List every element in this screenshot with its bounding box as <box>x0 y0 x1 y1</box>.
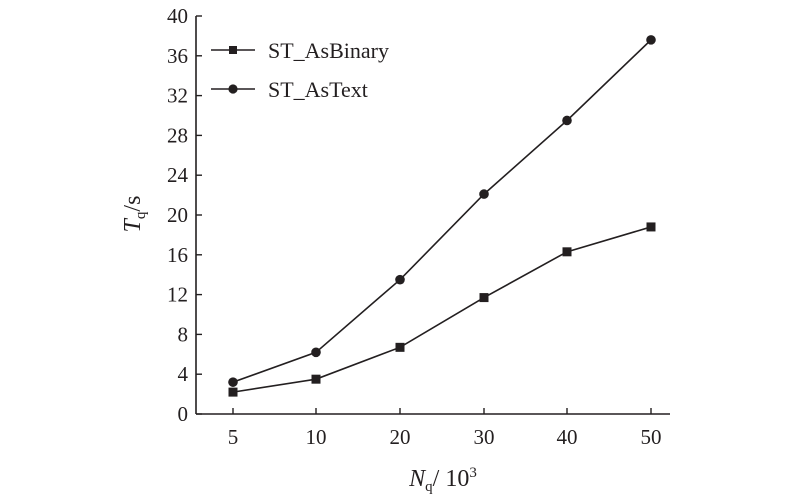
data-point-st-astext <box>479 189 489 199</box>
x-axis-unit: / 10 <box>433 466 470 492</box>
y-tick-label: 32 <box>167 84 188 108</box>
y-axis-subscript: q <box>133 211 149 219</box>
data-point-st-astext <box>562 115 572 126</box>
x-axis-subscript: q <box>425 479 433 495</box>
legend: ST_AsBinary ST_AsText <box>211 38 389 102</box>
x-tick-label: 40 <box>557 425 578 449</box>
legend-label-st-asbinary: ST_AsBinary <box>268 38 389 63</box>
y-tick-label: 0 <box>178 402 189 426</box>
y-tick-label: 24 <box>167 163 189 187</box>
chart-axes: 0 4 8 12 16 20 24 28 32 36 40 5 10 20 30 40 50 <box>167 4 670 449</box>
y-tick-label: 28 <box>167 123 188 147</box>
x-tick-label: 10 <box>306 425 327 449</box>
data-point-st-asbinary <box>562 247 572 257</box>
y-tick-label: 8 <box>178 322 189 346</box>
data-point-st-astext <box>646 35 656 45</box>
y-tick-label: 36 <box>167 44 188 68</box>
data-point-st-asbinary <box>311 374 321 384</box>
y-axis-unit: /s <box>120 196 146 212</box>
data-point-st-asbinary <box>395 342 405 352</box>
series-line-st-astext <box>232 39 652 383</box>
data-point-st-asbinary <box>479 293 489 303</box>
y-tick-label: 12 <box>167 283 188 307</box>
data-point-st-astext <box>395 274 405 285</box>
y-tick-label: 16 <box>167 243 188 267</box>
series-line-st-asbinary <box>232 226 652 393</box>
legend-item-st-asbinary: ST_AsBinary <box>211 38 389 63</box>
data-point-st-asbinary <box>646 222 656 232</box>
x-tick-label: 20 <box>390 425 411 449</box>
series-layer <box>228 35 656 397</box>
y-axis-title: Tq/s <box>120 196 149 233</box>
legend-label-st-astext: ST_AsText <box>268 77 368 102</box>
x-axis-title: Nq/ 103 <box>408 465 477 495</box>
x-axis-symbol: N <box>408 466 427 492</box>
x-tick-label: 30 <box>474 425 495 449</box>
data-point-st-asbinary <box>228 387 238 397</box>
legend-item-st-astext: ST_AsText <box>211 77 368 102</box>
x-tick-label: 50 <box>641 425 662 449</box>
y-axis-symbol: T <box>120 217 146 232</box>
y-tick-label: 20 <box>167 203 188 227</box>
legend-marker-square <box>229 46 237 54</box>
y-tick-label: 4 <box>178 362 189 386</box>
legend-marker-circle <box>228 84 238 94</box>
x-axis-exponent: 3 <box>469 465 477 481</box>
data-point-st-astext <box>228 377 238 387</box>
data-point-st-astext <box>311 347 321 358</box>
y-tick-label: 40 <box>167 4 188 28</box>
x-tick-label: 5 <box>228 425 239 449</box>
